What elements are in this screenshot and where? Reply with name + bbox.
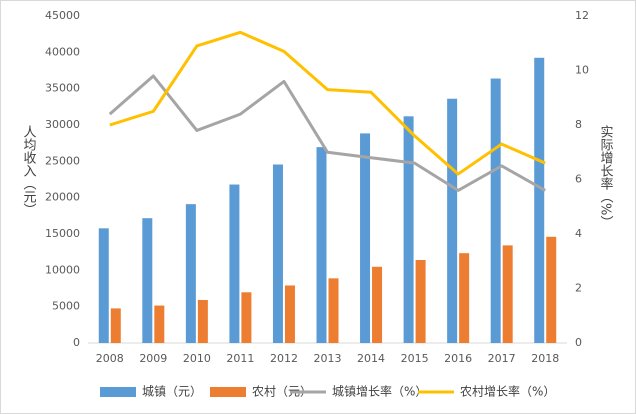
- bar: [98, 228, 109, 343]
- line: [108, 74, 546, 192]
- y-tick-label: 5000: [52, 300, 80, 313]
- x-tick-label: 2018: [531, 352, 559, 365]
- bar: [447, 98, 458, 344]
- bar: [229, 184, 240, 343]
- bar: [502, 245, 513, 343]
- legend-swatch: [210, 387, 246, 397]
- bar: [110, 308, 121, 343]
- legend-label: 城镇（元）: [142, 385, 202, 399]
- x-tick-label: 2008: [96, 352, 124, 365]
- bar: [241, 292, 252, 343]
- bar: [459, 253, 470, 343]
- y2-tick-label: 0: [575, 336, 582, 349]
- bar: [546, 236, 557, 343]
- y-tick-label: 15000: [45, 227, 80, 240]
- bar: [403, 116, 414, 343]
- bar: [154, 305, 165, 343]
- y-tick-label: 45000: [45, 9, 80, 22]
- y2-tick-label: 8: [575, 118, 582, 131]
- legend-label: 城镇增长率（%）: [332, 384, 427, 399]
- bar: [415, 260, 426, 343]
- x-tick-label: 2015: [401, 352, 429, 365]
- x-tick-label: 2009: [139, 352, 167, 365]
- y-tick-label: 20000: [45, 191, 80, 204]
- bar: [284, 285, 295, 343]
- legend-swatch: [100, 387, 136, 397]
- y-tick-label: 35000: [45, 82, 80, 95]
- x-tick-label: 2013: [314, 352, 342, 365]
- y-tick-label: 25000: [45, 154, 80, 167]
- y2-tick-label: 10: [575, 64, 589, 77]
- bar: [534, 57, 545, 344]
- x-tick-label: 2014: [357, 352, 385, 365]
- x-tick-label: 2012: [270, 352, 298, 365]
- legend-label: 农村（元）: [252, 385, 312, 399]
- bar: [272, 164, 283, 343]
- bar: [372, 266, 383, 343]
- y2-tick-label: 12: [575, 9, 589, 22]
- bar: [360, 133, 371, 343]
- bar: [197, 299, 208, 343]
- x-tick-label: 2017: [488, 352, 516, 365]
- bar: [185, 204, 196, 343]
- bar: [328, 278, 339, 343]
- y2-tick-label: 2: [575, 282, 582, 295]
- bar: [316, 147, 327, 343]
- x-tick-label: 2011: [226, 352, 254, 365]
- line: [109, 30, 546, 176]
- y2-axis-label: 实际增长率（%）: [598, 125, 614, 228]
- x-tick-label: 2016: [444, 352, 472, 365]
- y-tick-label: 0: [73, 336, 80, 349]
- y2-tick-label: 6: [575, 173, 582, 186]
- y-tick-label: 10000: [45, 263, 80, 276]
- x-tick-label: 2010: [183, 352, 211, 365]
- y-tick-label: 40000: [45, 45, 80, 58]
- y-axis-label: 人均收入（元）: [21, 125, 37, 216]
- bar: [490, 78, 501, 343]
- y2-tick-label: 4: [575, 227, 582, 240]
- legend-label: 农村增长率（%）: [460, 384, 555, 399]
- y-tick-label: 30000: [45, 118, 80, 131]
- bar: [142, 218, 153, 343]
